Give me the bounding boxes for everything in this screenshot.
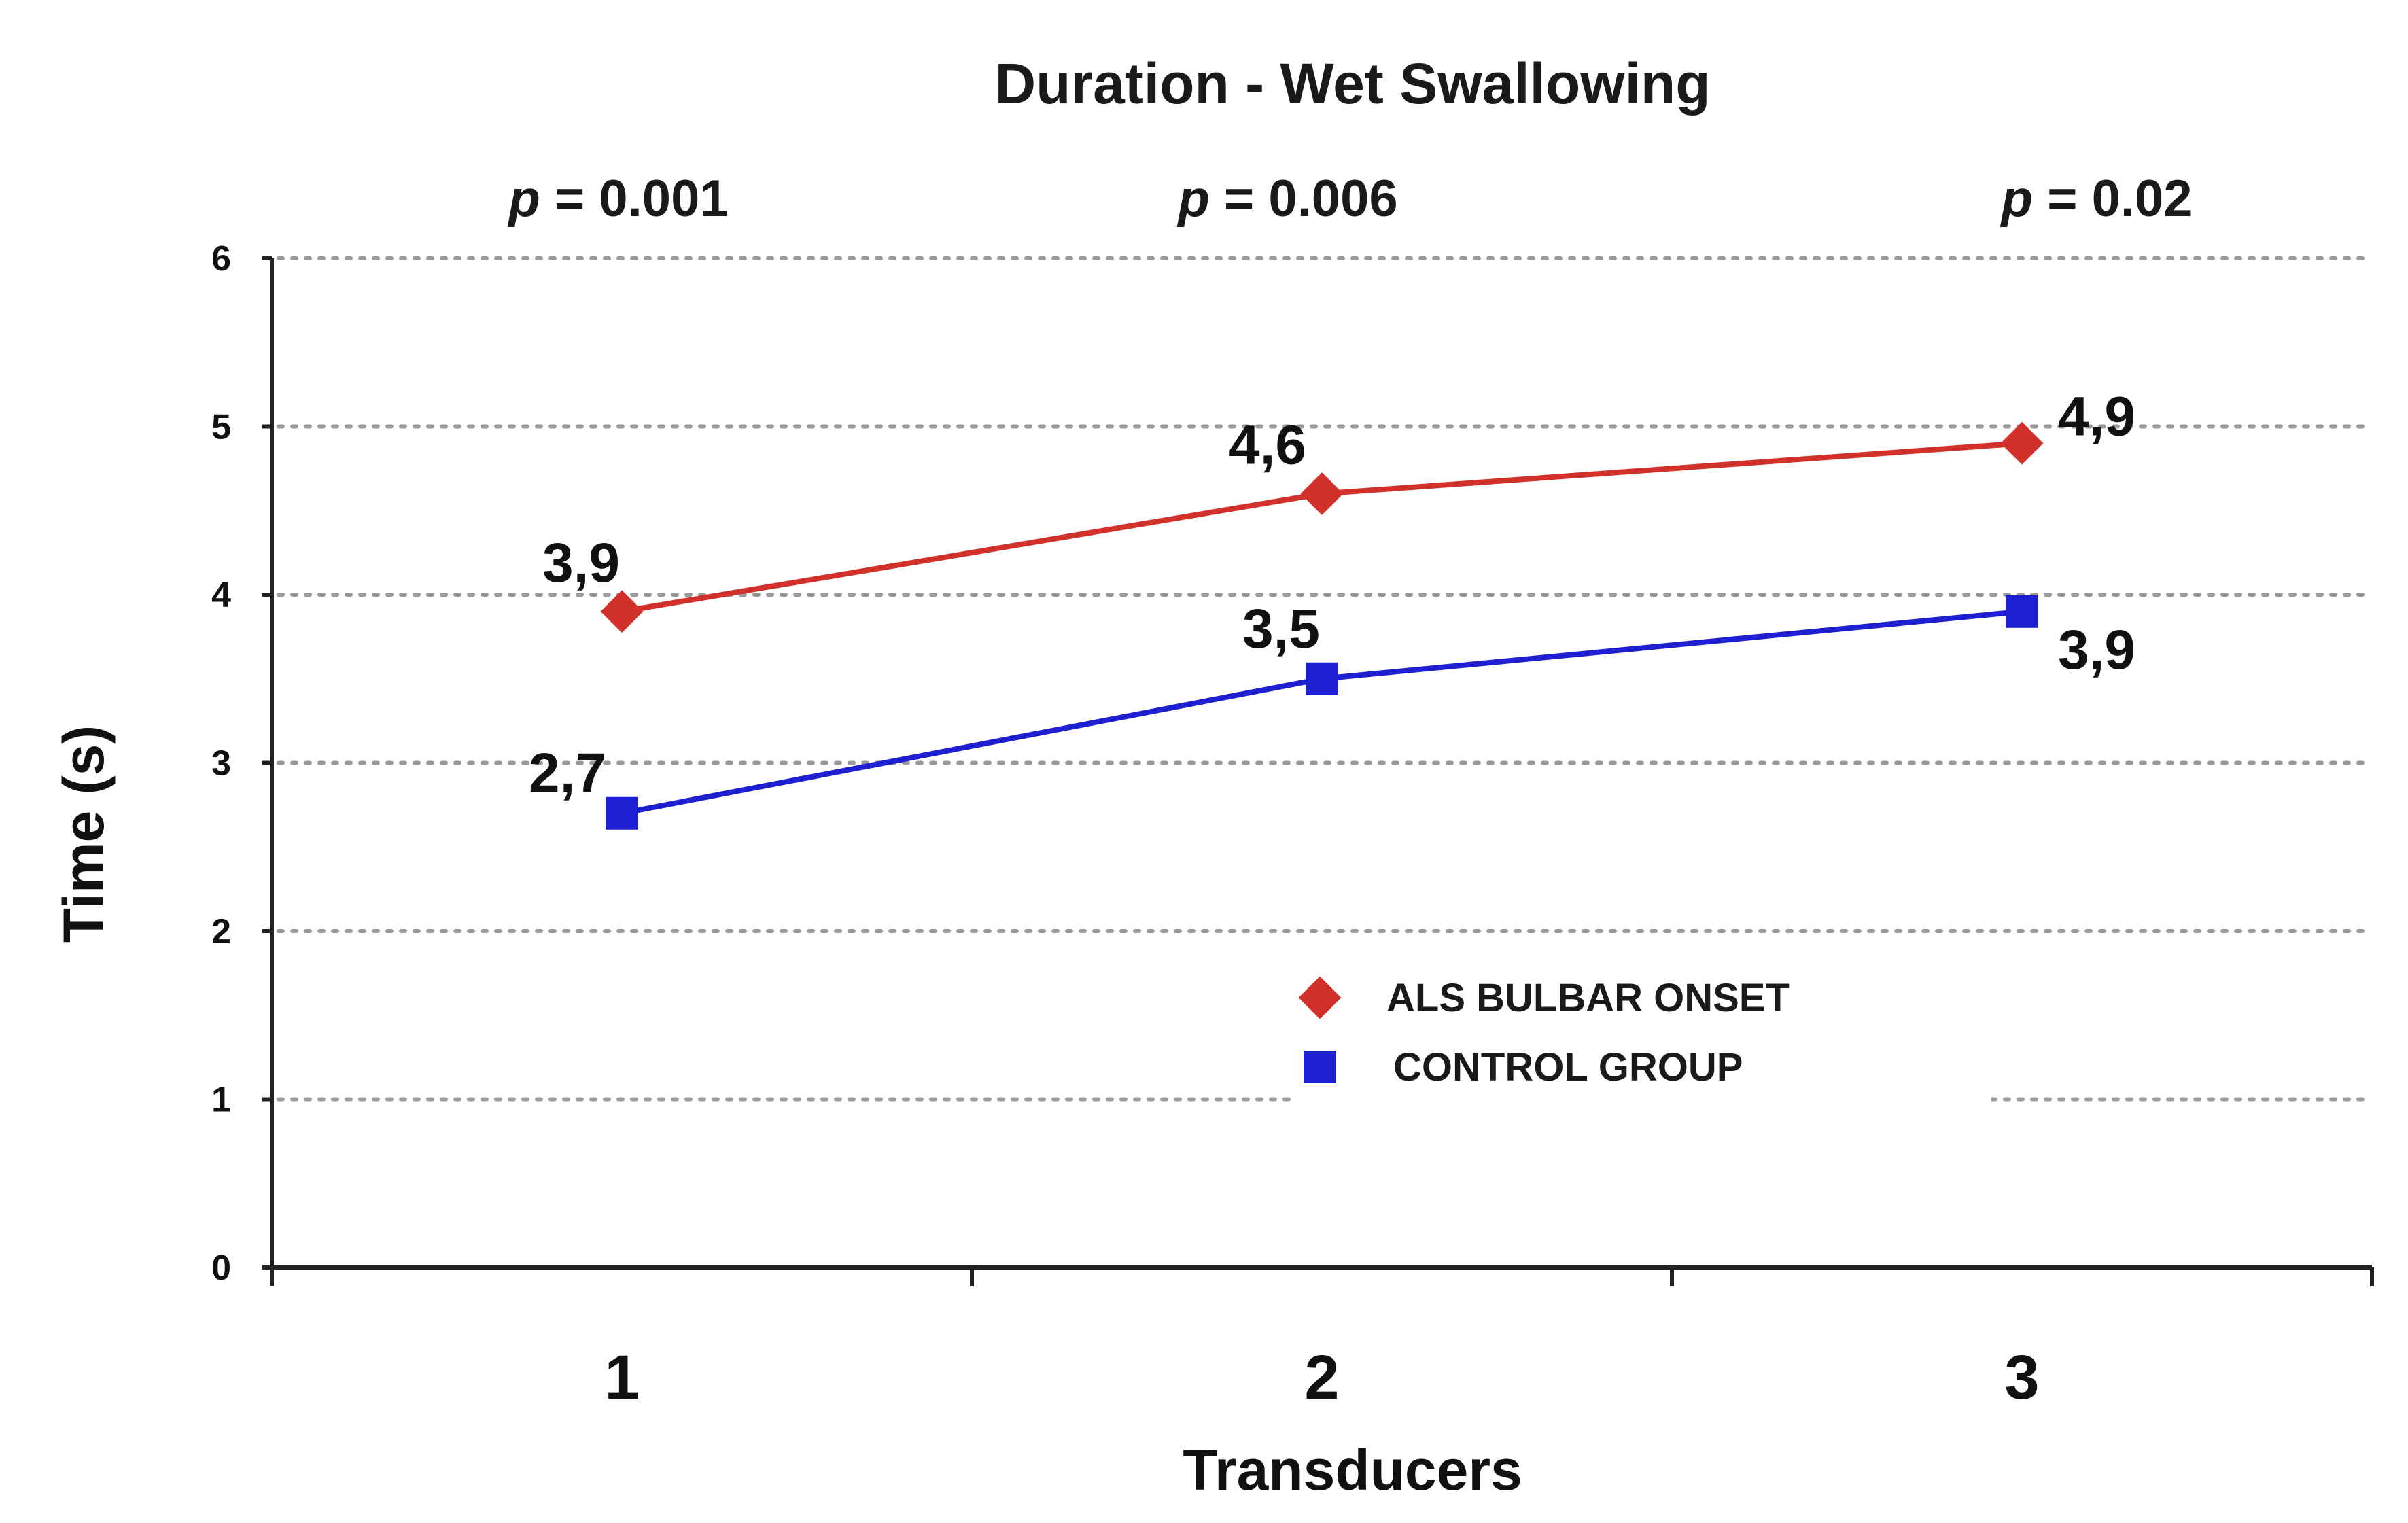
- p-value-label: p = 0.001: [507, 170, 728, 228]
- p-value-label: p = 0.02: [2000, 170, 2193, 228]
- data-label: 4,9: [2058, 385, 2135, 447]
- p-value-text: = 0.02: [2033, 170, 2193, 228]
- p-value-prefix: p: [1176, 170, 1209, 228]
- axes: 0 1 2 3 4 5 6 1 2 3 Transducers Time (s): [52, 239, 2374, 1502]
- x-tick-label: 3: [2004, 1343, 2039, 1412]
- y-tick-label: 3: [211, 744, 231, 784]
- data-label: 2,7: [529, 742, 606, 804]
- chart-title: Duration - Wet Swallowing: [994, 52, 1710, 116]
- series-control-group: [606, 595, 2038, 830]
- data-point-marker: [1298, 976, 1342, 1019]
- data-point-marker: [606, 796, 638, 830]
- y-tick-label: 5: [211, 408, 231, 447]
- x-tick-label: 2: [1304, 1343, 1339, 1412]
- data-label: 3,9: [542, 532, 620, 594]
- y-tick-label: 4: [211, 576, 231, 615]
- data-label: 3,9: [2058, 619, 2135, 681]
- legend-entry: ALS BULBAR ONSET: [1386, 976, 1790, 1020]
- series-als-bulbar-onset: [600, 421, 2044, 633]
- series-line: [621, 608, 2023, 816]
- data-point-marker: [600, 590, 644, 633]
- data-label: 4,6: [1229, 415, 1306, 476]
- x-axis-label: Transducers: [1183, 1438, 1522, 1502]
- p-value-prefix: p: [507, 170, 540, 228]
- data-point-marker: [2006, 595, 2038, 628]
- p-value-text: = 0.006: [1210, 170, 1398, 228]
- legend: ALS BULBAR ONSET CONTROL GROUP: [1298, 976, 1790, 1089]
- legend-background: [1291, 1089, 1991, 1109]
- y-tick-label: 6: [211, 239, 231, 279]
- p-value-prefix: p: [2000, 170, 2033, 228]
- data-point-marker: [1306, 662, 1338, 695]
- p-value-label: p = 0.006: [1176, 170, 1397, 228]
- y-tick-label: 0: [211, 1248, 231, 1288]
- data-label: 3,5: [1242, 598, 1320, 660]
- y-axis-label: Time (s): [52, 725, 116, 943]
- data-point-marker: [2000, 421, 2044, 465]
- series-line: [621, 440, 2023, 614]
- series-layer: [600, 421, 2044, 830]
- x-tick-label: 1: [604, 1343, 639, 1412]
- data-point-marker: [1304, 1051, 1336, 1083]
- legend-entry: CONTROL GROUP: [1393, 1045, 1743, 1089]
- p-value-text: = 0.001: [540, 170, 729, 228]
- y-tick-label: 2: [211, 912, 231, 951]
- data-point-marker: [1300, 472, 1344, 515]
- y-tick-label: 1: [211, 1081, 231, 1120]
